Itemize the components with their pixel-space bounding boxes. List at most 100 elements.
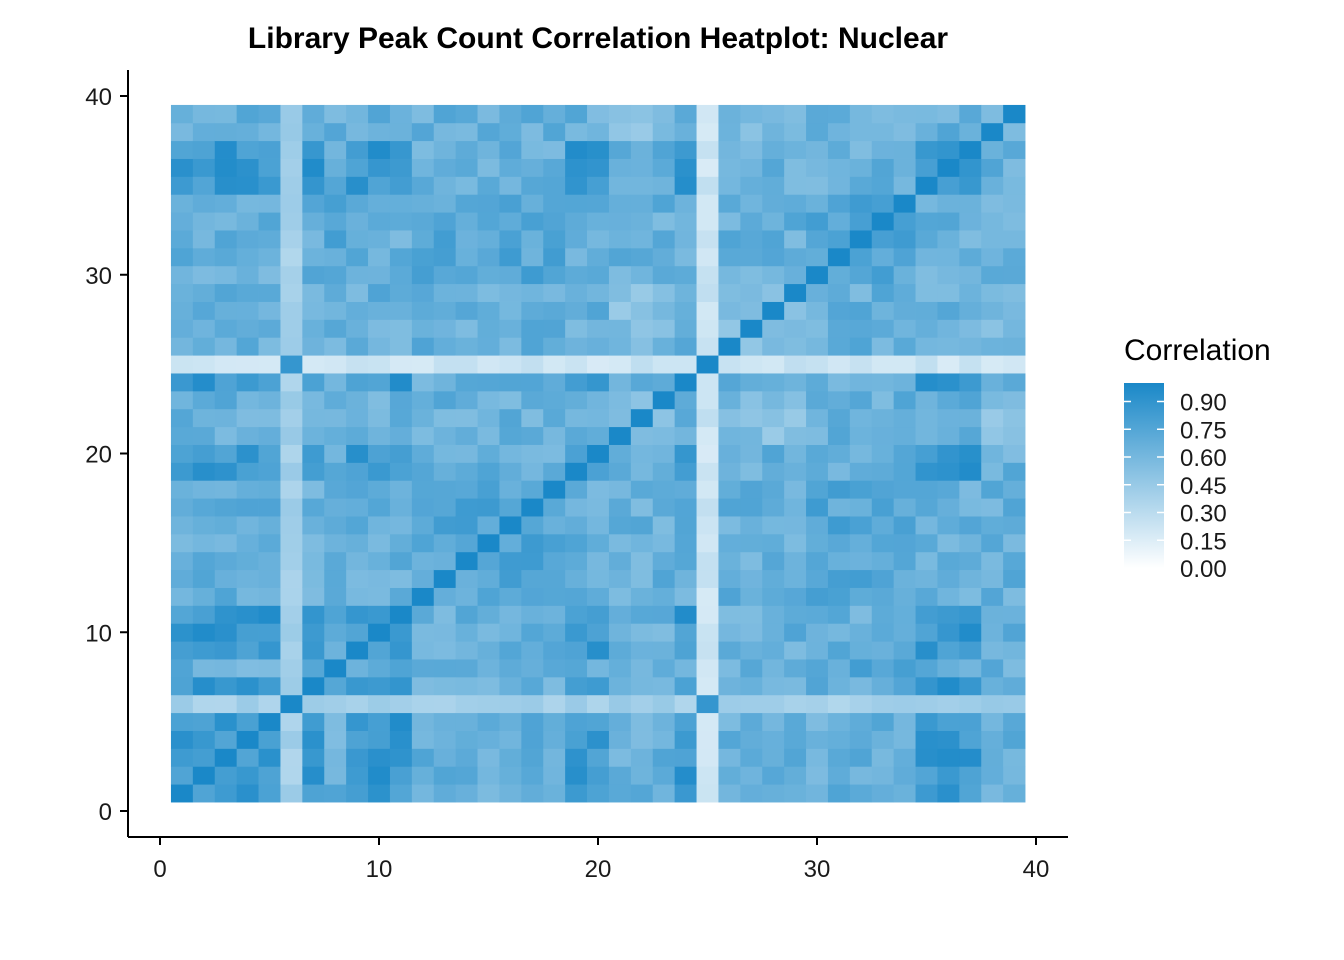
heatmap-cell bbox=[630, 516, 654, 535]
heatmap-cell bbox=[214, 784, 238, 803]
heatmap-cell bbox=[674, 373, 697, 392]
heatmap-cell bbox=[192, 104, 216, 124]
heatmap-cell bbox=[302, 104, 325, 124]
heatmap-cell bbox=[937, 247, 960, 267]
heatmap-cell bbox=[346, 533, 369, 553]
heatmap-cell bbox=[871, 462, 895, 481]
heatmap-cell bbox=[762, 301, 785, 320]
heatmap-cell bbox=[630, 122, 654, 142]
heatmap-cell bbox=[652, 373, 676, 392]
heatmap-cell bbox=[258, 533, 281, 553]
heatmap-cell bbox=[324, 676, 347, 696]
heatmap-cell bbox=[236, 766, 259, 785]
y-tick-label: 40 bbox=[85, 84, 112, 111]
heatmap-cell bbox=[302, 516, 325, 535]
heatmap-cell bbox=[937, 533, 960, 553]
heatmap-cell bbox=[192, 337, 216, 356]
heatmap-cell bbox=[236, 587, 259, 606]
heatmap-cell bbox=[849, 480, 873, 499]
heatmap-cell bbox=[565, 426, 588, 445]
heatmap-cell bbox=[236, 551, 259, 571]
heatmap-cell bbox=[718, 605, 741, 624]
heatmap-cell bbox=[346, 265, 369, 285]
heatmap-cell bbox=[565, 516, 588, 535]
heatmap-cell bbox=[871, 265, 895, 285]
heatmap-cell bbox=[302, 247, 325, 267]
heatmap-cell bbox=[827, 712, 851, 731]
heatmap-cell bbox=[280, 265, 303, 285]
heatmap-cell bbox=[214, 337, 238, 356]
heatmap-cell bbox=[543, 373, 566, 392]
heatmap-cell bbox=[258, 641, 281, 660]
heatmap-cell bbox=[652, 408, 676, 428]
heatmap-cell bbox=[718, 712, 741, 731]
heatmap-cell bbox=[740, 283, 763, 302]
heatmap-cell bbox=[674, 355, 697, 374]
heatmap-cell bbox=[587, 569, 610, 588]
heatmap-cell bbox=[652, 676, 676, 696]
heatmap-cell bbox=[652, 265, 676, 285]
heatmap-cell bbox=[214, 319, 238, 338]
heatmap-cell bbox=[389, 265, 413, 285]
heatmap-cell bbox=[1003, 265, 1026, 285]
heatmap-cell bbox=[937, 230, 960, 249]
heatmap-cell bbox=[280, 498, 303, 517]
heatmap-cell bbox=[849, 730, 873, 749]
heatmap-cell bbox=[236, 569, 259, 588]
heatmap-cell bbox=[587, 694, 610, 714]
heatmap-cell bbox=[893, 480, 916, 499]
heatmap-cell bbox=[696, 498, 719, 517]
heatmap-cell bbox=[1003, 426, 1026, 445]
heatmap-cell bbox=[389, 498, 413, 517]
heatmap-cell bbox=[718, 176, 741, 195]
heatmap-cell bbox=[192, 373, 216, 392]
heatmap-cell bbox=[740, 462, 763, 481]
heatmap-cell bbox=[302, 319, 325, 338]
heatmap-cell bbox=[827, 337, 851, 356]
heatmap-cell bbox=[915, 426, 938, 445]
heatmap-cell bbox=[280, 426, 303, 445]
heatmap-cell bbox=[981, 140, 1004, 159]
heatmap-cell bbox=[630, 104, 654, 124]
heatmap-cell bbox=[915, 784, 938, 803]
heatmap-cell bbox=[543, 355, 566, 374]
heatmap-cell bbox=[324, 122, 347, 142]
heatmap-cell bbox=[674, 659, 697, 678]
heatmap-cell bbox=[959, 158, 982, 177]
heatmap-cell bbox=[827, 623, 851, 642]
legend-title: Correlation bbox=[1124, 334, 1271, 367]
heatmap-cell bbox=[302, 373, 325, 392]
heatmap-cell bbox=[214, 659, 238, 678]
heatmap-cell bbox=[784, 748, 807, 767]
heatmap-cell bbox=[521, 355, 544, 374]
heatmap-cell bbox=[827, 730, 851, 749]
heatmap-cell bbox=[258, 766, 281, 785]
heatmap-cell bbox=[762, 140, 785, 159]
heatmap-cell bbox=[652, 158, 676, 177]
heatmap-cell bbox=[236, 301, 259, 320]
heatmap-cell bbox=[521, 373, 544, 392]
heatmap-cell bbox=[280, 462, 303, 481]
heatmap-cell bbox=[324, 337, 347, 356]
heatmap-cell bbox=[236, 194, 259, 213]
heatmap-cell bbox=[302, 230, 325, 249]
heatmap-cell bbox=[718, 158, 741, 177]
heatmap-cell bbox=[280, 676, 303, 696]
heatmap-cell bbox=[324, 605, 347, 624]
heatmap-cell bbox=[433, 784, 457, 803]
heatmap-cell bbox=[302, 533, 325, 553]
x-tick-label: 0 bbox=[153, 856, 166, 883]
heatmap-cell bbox=[981, 659, 1004, 678]
heatmap-cell bbox=[236, 319, 259, 338]
heatmap-cells bbox=[170, 104, 1026, 803]
heatmap-cell bbox=[696, 158, 719, 177]
heatmap-cell bbox=[762, 551, 785, 571]
heatmap-cell bbox=[762, 212, 785, 231]
heatmap-cell bbox=[718, 748, 741, 767]
heatmap-cell bbox=[652, 230, 676, 249]
heatmap-cell bbox=[827, 551, 851, 571]
heatmap-cell bbox=[630, 712, 654, 731]
heatmap-cell bbox=[608, 748, 632, 767]
heatmap-cell bbox=[587, 444, 610, 463]
heatmap-cell bbox=[346, 641, 369, 660]
